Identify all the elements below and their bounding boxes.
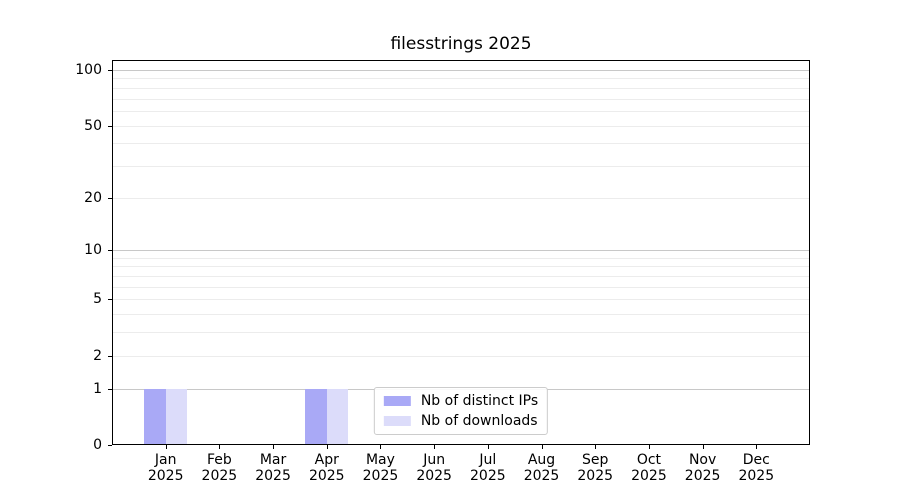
gridline-minor: [113, 125, 809, 127]
gridline-minor: [113, 87, 809, 89]
x-tick-mark: [487, 445, 489, 449]
x-tick-label: Mar 2025: [255, 452, 291, 484]
legend-label-downloads: Nb of downloads: [420, 413, 538, 429]
bar-downloads: [165, 388, 188, 444]
gridline-minor: [113, 314, 809, 316]
plot-area: Nb of distinct IPs Nb of downloads: [112, 60, 810, 445]
legend-item-downloads: Nb of downloads: [383, 413, 538, 429]
y-tick-label: 100: [75, 62, 102, 78]
gridline-minor: [113, 143, 809, 145]
x-tick-mark: [648, 445, 650, 449]
y-tick-mark: [108, 355, 112, 357]
legend: Nb of distinct IPs Nb of downloads: [373, 387, 549, 435]
y-tick-label: 2: [93, 347, 102, 364]
chart-title: filesstrings 2025: [390, 34, 532, 54]
x-tick-mark: [702, 445, 704, 449]
gridline-minor: [113, 165, 809, 167]
legend-label-distinct-ips: Nb of distinct IPs: [420, 393, 539, 409]
y-tick-label: 0: [93, 437, 102, 453]
y-tick-mark: [108, 250, 112, 252]
x-tick-label: Feb 2025: [201, 452, 238, 484]
gridline-minor: [113, 332, 809, 334]
x-tick-mark: [756, 445, 758, 449]
gridline-minor: [113, 98, 809, 100]
x-tick-label: Nov 2025: [684, 452, 721, 484]
x-tick-label: Aug 2025: [523, 452, 560, 484]
y-tick-label: 1: [93, 380, 102, 397]
gridline-major: [113, 70, 809, 71]
y-tick-mark: [108, 197, 112, 199]
x-tick-mark: [165, 445, 167, 449]
x-tick-label: Sep 2025: [577, 452, 614, 484]
gridline-minor: [113, 266, 809, 268]
legend-swatch-distinct-ips: [383, 396, 411, 406]
y-tick-mark: [108, 70, 112, 71]
legend-swatch-downloads: [383, 416, 411, 426]
gridline-minor: [113, 299, 809, 301]
x-tick-label: Apr 2025: [308, 452, 345, 484]
y-tick-mark: [108, 299, 112, 301]
x-tick-label: Jun 2025: [416, 452, 452, 484]
x-tick-mark: [326, 445, 328, 449]
x-tick-mark: [273, 445, 275, 449]
legend-item-distinct-ips: Nb of distinct IPs: [383, 393, 539, 409]
bar-distinct-ips: [144, 388, 166, 444]
x-tick-mark: [541, 445, 543, 449]
gridline-major: [113, 250, 809, 252]
x-tick-mark: [219, 445, 221, 449]
x-tick-label: Oct 2025: [631, 452, 667, 484]
y-tick-mark: [108, 388, 112, 390]
x-tick-mark: [434, 445, 436, 449]
gridline-minor: [113, 197, 809, 199]
x-tick-mark: [595, 445, 597, 449]
gridline-minor: [113, 286, 809, 288]
x-tick-label: Dec 2025: [738, 452, 775, 484]
gridline-minor: [113, 355, 809, 357]
bar-downloads: [326, 388, 349, 444]
bar-distinct-ips: [305, 388, 327, 444]
y-tick-label: 20: [84, 189, 102, 206]
x-tick-label: Jul 2025: [470, 452, 506, 484]
x-tick-mark: [380, 445, 382, 449]
gridline-minor: [113, 110, 809, 112]
y-tick-label: 5: [93, 291, 102, 308]
y-tick-label: 50: [84, 117, 102, 134]
x-tick-label: Jan 2025: [147, 452, 184, 484]
x-tick-label: May 2025: [362, 452, 399, 484]
y-tick-mark: [108, 445, 112, 446]
y-tick-mark: [108, 125, 112, 127]
gridline-minor: [113, 276, 809, 278]
gridline-minor: [113, 257, 809, 259]
y-tick-label: 10: [84, 242, 102, 259]
gridline-minor: [113, 78, 809, 80]
